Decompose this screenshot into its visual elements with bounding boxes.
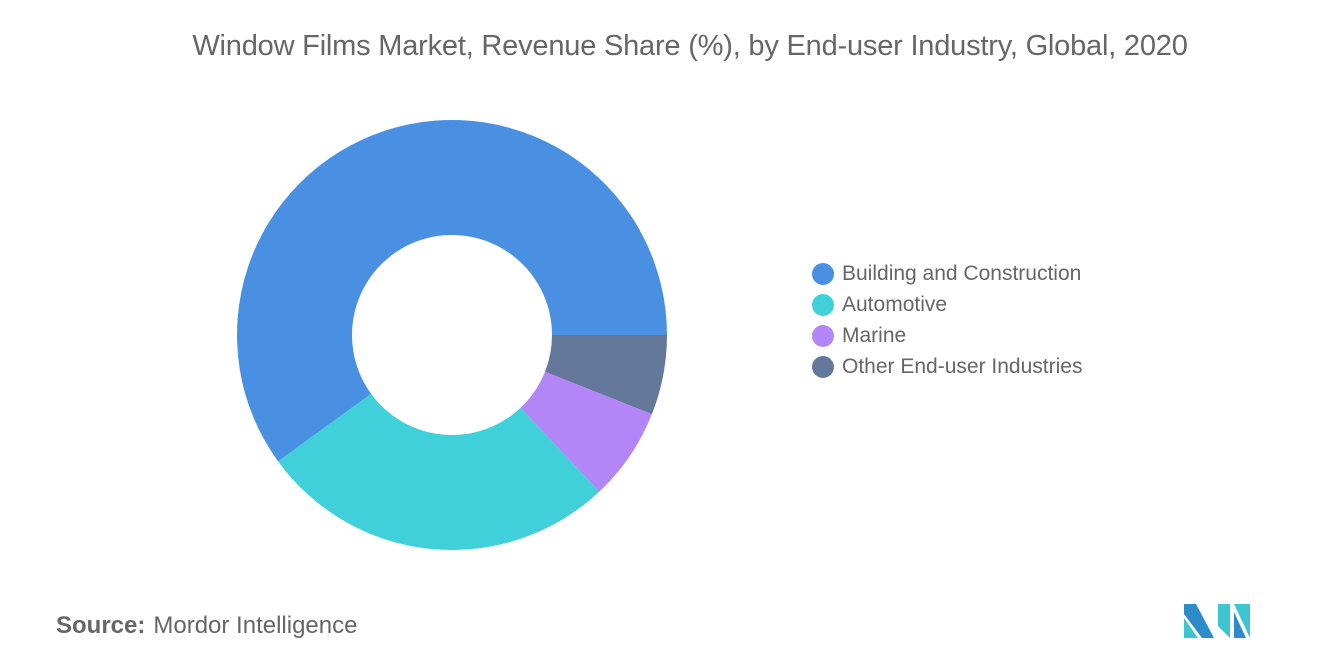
source-value: Mordor Intelligence bbox=[153, 612, 358, 639]
legend-item: Building and Construction bbox=[812, 258, 1082, 289]
legend-item: Other End-user Industries bbox=[812, 351, 1082, 382]
legend-label: Other End-user Industries bbox=[842, 354, 1083, 378]
legend-item: Automotive bbox=[812, 289, 1082, 320]
donut-slice-building-and-construction bbox=[237, 120, 668, 462]
donut-slice-automotive bbox=[278, 393, 600, 551]
legend-swatch bbox=[812, 355, 834, 378]
legend-swatch bbox=[812, 262, 834, 285]
donut-slice-other-end-user-industries bbox=[544, 335, 667, 415]
source-label: Source: bbox=[56, 612, 146, 639]
legend-label: Marine bbox=[842, 323, 907, 347]
legend-label: Building and Construction bbox=[842, 261, 1082, 285]
chart-title: Window Films Market, Revenue Share (%), … bbox=[192, 30, 1188, 62]
legend: Building and Construction Automotive Mar… bbox=[812, 258, 1082, 382]
legend-item: Marine bbox=[812, 320, 1082, 351]
legend-label: Automotive bbox=[842, 292, 948, 316]
source-note: Source: Mordor Intelligence bbox=[56, 612, 357, 640]
legend-swatch bbox=[812, 293, 834, 316]
legend-swatch bbox=[812, 324, 834, 347]
donut-slice-marine bbox=[520, 371, 652, 492]
mordor-logo-icon bbox=[1184, 604, 1250, 638]
